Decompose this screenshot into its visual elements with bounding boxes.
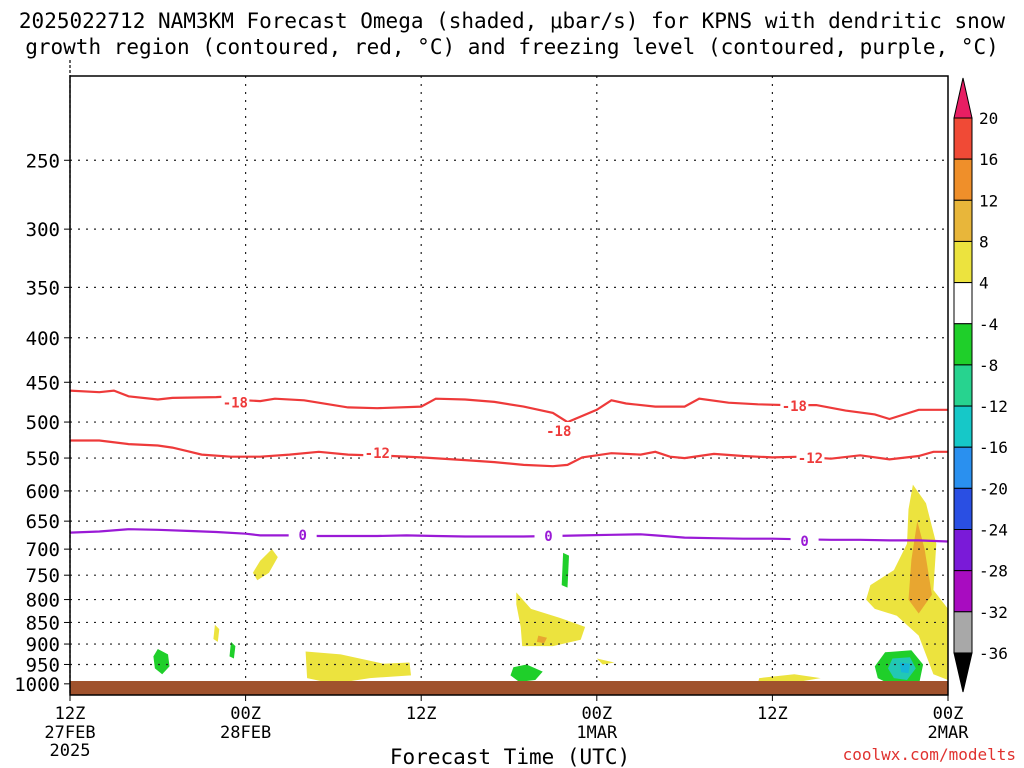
x-tick-date-label: 28FEB: [220, 723, 271, 743]
contour-label: -18: [546, 424, 571, 440]
y-tick-label: 800: [26, 590, 60, 612]
colorbar-bottom-arrow: [953, 652, 973, 693]
omega-blob-negative: [561, 552, 569, 588]
colorbar-label: 12: [979, 191, 998, 210]
x-tick-label: 00Z: [230, 704, 261, 724]
y-tick-label: 250: [26, 150, 60, 172]
x-tick-date-label: 2MAR: [928, 723, 970, 743]
colorbar-label: -32: [979, 603, 1008, 622]
colorbar: 20 16 12 8 4 -4 -8 -12 -16 -20 -24 -28 -32 -36: [953, 77, 1008, 693]
omega-blob-positive: [252, 549, 278, 581]
colorbar-label: -24: [979, 521, 1008, 540]
omega-blob-positive-core: [908, 521, 932, 614]
colorbar-label: -28: [979, 562, 1008, 581]
plot-area: [70, 76, 948, 695]
colorbar-label: -36: [979, 644, 1008, 663]
contour-lines: -18 -18 -18 -12 -12 0 0 0: [69, 60, 949, 696]
colorbar-segment: [953, 529, 973, 572]
colorbar-segment: [953, 117, 973, 160]
colorbar-label: 20: [979, 109, 998, 128]
x-axis-label: Forecast Time (UTC): [390, 745, 630, 768]
y-tick-label: 550: [26, 448, 60, 470]
colorbar-label: 16: [979, 150, 998, 169]
chart-title-line1: 2025022712 NAM3KM Forecast Omega (shaded…: [19, 9, 1006, 33]
omega-blob-negative: [153, 649, 170, 675]
contour-label-bg: [534, 526, 563, 544]
contour-label: 0: [800, 534, 808, 550]
y-tick-label: 500: [26, 412, 60, 434]
plot-background: [70, 76, 948, 695]
colorbar-segment: [953, 487, 973, 531]
x-tick-label: 12Z: [406, 704, 437, 724]
chart-title-line2: growth region (contoured, red, °C) and f…: [25, 35, 999, 59]
contour-label-bg: [221, 393, 250, 411]
colorbar-top-arrow: [953, 77, 973, 119]
x-tick-label: 00Z: [581, 704, 612, 724]
omega-shading: [153, 484, 948, 688]
x-tick-label: 00Z: [933, 704, 964, 724]
colorbar-segment: [953, 611, 973, 654]
contour-label-bg: [288, 525, 317, 543]
contour-label-bg: [796, 449, 825, 467]
omega-blob-positive: [516, 592, 586, 647]
ground-band: [70, 681, 948, 695]
y-tick-label: 850: [26, 612, 60, 634]
ground-surface: [70, 681, 948, 695]
colorbar-label: -12: [979, 397, 1008, 416]
omega-blob-positive: [305, 651, 411, 684]
colorbar-label: -16: [979, 438, 1008, 457]
omega-blob-negative: [510, 664, 543, 682]
y-tick-label: 650: [26, 511, 60, 533]
colorbar-segment: [953, 364, 973, 407]
colorbar-label: 4: [979, 274, 989, 293]
y-axis-ticks: 2503003504004505005506006507007508008509…: [14, 150, 70, 696]
omega-blob-negative-core: [899, 662, 910, 674]
omega-blob-positive: [596, 658, 615, 665]
y-tick-label: 700: [26, 539, 60, 561]
omega-blob-positive-core: [536, 635, 547, 644]
x-tick-label: 12Z: [55, 704, 86, 724]
x-tick-date-label: 1MAR: [576, 723, 618, 743]
omega-blob-positive: [213, 624, 220, 642]
colorbar-segment: [953, 158, 973, 201]
contour-label: 0: [298, 528, 306, 544]
colorbar-label: -4: [979, 315, 998, 334]
contour-label-bg: [363, 444, 392, 462]
credit-text[interactable]: coolwx.com/modelts: [843, 745, 1016, 764]
x-tick-label: 12Z: [757, 704, 788, 724]
colorbar-segment: [953, 199, 973, 242]
omega-blob-positive: [866, 484, 948, 680]
y-tick-label: 750: [26, 565, 60, 587]
contour-label: -18: [782, 399, 807, 415]
colorbar-segment: [953, 240, 973, 284]
y-tick-label: 350: [26, 277, 60, 299]
y-tick-label: 950: [26, 654, 60, 676]
contour-label: -12: [798, 451, 823, 467]
contour-label: -12: [365, 446, 390, 462]
x-tick-year-label: 2025: [50, 741, 91, 761]
colorbar-label: -20: [979, 479, 1008, 498]
y-tick-label: 1000: [14, 674, 60, 696]
y-tick-label: 450: [26, 372, 60, 394]
colorbar-segment: [953, 282, 973, 325]
colorbar-segment: [953, 323, 973, 366]
contour-label: 0: [544, 529, 552, 545]
y-tick-label: 600: [26, 481, 60, 503]
y-tick-label: 900: [26, 634, 60, 656]
colorbar-segment: [953, 570, 973, 613]
y-tick-label: 300: [26, 219, 60, 241]
contour-label-bg: [790, 531, 819, 549]
x-tick-date-label: 27FEB: [44, 723, 95, 743]
colorbar-label: 8: [979, 232, 989, 251]
omega-blob-negative: [229, 641, 236, 659]
contour-label-bg: [544, 422, 573, 440]
colorbar-segment: [953, 405, 973, 448]
y-tick-label: 400: [26, 328, 60, 350]
contour-label: -18: [223, 396, 248, 412]
colorbar-label: -8: [979, 356, 998, 375]
colorbar-segment: [953, 446, 973, 489]
contour-label-bg: [780, 396, 809, 414]
